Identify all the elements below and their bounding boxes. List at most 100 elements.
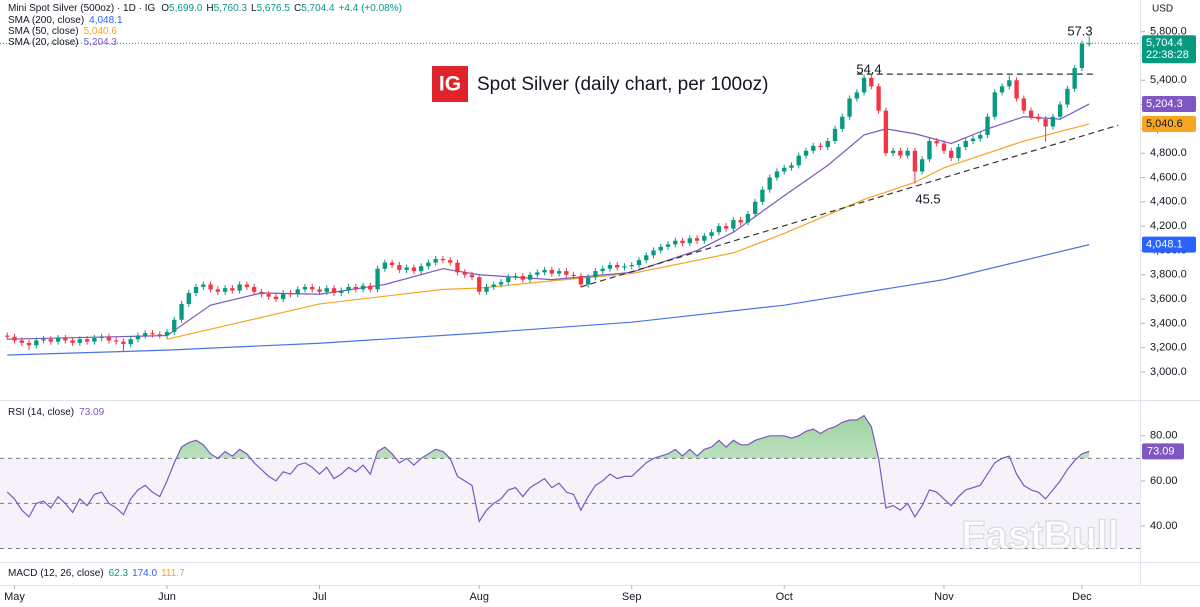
candle-body — [237, 284, 242, 291]
x-tick-label: Sep — [622, 591, 642, 603]
candle-body — [905, 150, 910, 156]
price-badge-label: 5,704.4 — [1146, 37, 1183, 49]
sma-line — [7, 244, 1090, 356]
candle-body — [1007, 80, 1012, 87]
candle-body — [941, 143, 947, 151]
candle-body — [927, 141, 932, 160]
candle-body — [302, 286, 308, 290]
candle-body — [491, 284, 496, 287]
rsi-badge-label: 73.09 — [1147, 445, 1175, 457]
candle-body — [999, 86, 1005, 93]
y-tick-label: 60.00 — [1150, 475, 1178, 487]
candle-body — [186, 293, 191, 304]
candle-body — [34, 340, 39, 346]
candle-body — [426, 262, 431, 267]
x-tick-label: Aug — [469, 591, 489, 603]
y-tick-label: 3,600.0 — [1150, 293, 1187, 305]
x-tick-label: Oct — [776, 591, 793, 603]
y-tick-label: 3,000.0 — [1150, 366, 1187, 378]
candle-body — [694, 238, 700, 241]
candle-body — [585, 277, 591, 285]
candle-body — [433, 258, 438, 263]
sma-badge-label: 5,040.6 — [1146, 118, 1183, 130]
sma-legend: SMA (20, close) 5,204.3 — [8, 37, 117, 48]
candle-body — [251, 286, 257, 292]
candle-body — [520, 275, 525, 280]
y-tick-label: 4,600.0 — [1150, 171, 1187, 183]
candle-body — [469, 274, 475, 278]
annotation: 54.4 — [856, 61, 881, 76]
ohlc-key: O — [161, 3, 169, 14]
legend-value: 111.7 — [161, 568, 185, 579]
candle-body — [702, 235, 707, 241]
candle-body — [331, 288, 337, 294]
ohlc-key: C — [294, 3, 301, 14]
candle-body — [876, 86, 881, 111]
candle-body — [687, 238, 692, 244]
candle-body — [912, 150, 918, 172]
legend-value: 73.09 — [79, 407, 104, 418]
candle-body — [615, 265, 620, 268]
sma-badge — [1142, 115, 1196, 132]
candle-body — [172, 319, 177, 332]
candle-body — [179, 303, 184, 320]
watermark: FastBull — [961, 514, 1119, 558]
candle-body — [281, 293, 286, 300]
sma-legend: SMA (50, close) 5,040.6 — [8, 26, 117, 37]
candle-body — [295, 289, 300, 295]
rsi-legend: RSI (14, close) 73.09 — [8, 407, 105, 418]
candle-body — [215, 289, 221, 292]
candle-body — [230, 288, 235, 291]
annotation: 57.3 — [1067, 23, 1092, 38]
candle-body — [114, 340, 119, 342]
candle-body — [665, 244, 671, 247]
x-tick-label: Nov — [934, 591, 954, 603]
candle-body — [564, 271, 569, 275]
candle-body — [992, 92, 997, 117]
candle-body — [549, 269, 555, 274]
candle-body — [55, 337, 61, 342]
plot: 3,000.03,200.03,400.03,600.03,800.04,000… — [0, 26, 1196, 603]
candle-body — [99, 336, 104, 338]
candle-body — [731, 220, 736, 229]
candle-body — [273, 296, 279, 300]
candle-body — [324, 288, 329, 292]
candle-body — [106, 336, 112, 341]
candle-body — [818, 145, 823, 148]
legend-name: MACD (12, 26, close) — [8, 568, 104, 579]
candle-body — [317, 289, 322, 292]
candle-body — [782, 167, 787, 172]
candle-body — [513, 275, 518, 278]
candle-body — [259, 291, 264, 295]
chart-title: Spot Silver (daily chart, per 100oz) — [477, 74, 768, 95]
candle-body — [288, 293, 293, 295]
candle-body — [506, 277, 511, 283]
candle-body — [600, 268, 605, 272]
candle-body — [477, 277, 482, 292]
sma-line — [166, 123, 1090, 340]
countdown: 22:38:28 — [1146, 49, 1189, 61]
y-tick-label: 3,400.0 — [1150, 317, 1187, 329]
y-tick-label: 5,400.0 — [1150, 74, 1187, 86]
candle-body — [985, 116, 990, 135]
candle-body — [811, 145, 816, 151]
candle-body — [164, 331, 170, 336]
candle-body — [919, 159, 925, 172]
candle-body — [535, 272, 540, 275]
candle-body — [418, 266, 424, 272]
candle-body — [128, 339, 133, 345]
y-tick-label: 80.00 — [1150, 430, 1178, 442]
candle-body — [346, 286, 351, 291]
candle-body — [861, 77, 867, 93]
candle-body — [898, 150, 903, 156]
candle-body — [542, 269, 547, 273]
candle-body — [1028, 110, 1034, 117]
candle-body — [840, 116, 845, 129]
y-tick-label: 4,800.0 — [1150, 147, 1187, 159]
x-tick-label: May — [4, 591, 25, 603]
legend-name: SMA (20, close) — [8, 37, 79, 48]
candle-body — [803, 150, 809, 156]
x-tick-label: Dec — [1072, 591, 1092, 603]
candle-body — [571, 274, 576, 276]
